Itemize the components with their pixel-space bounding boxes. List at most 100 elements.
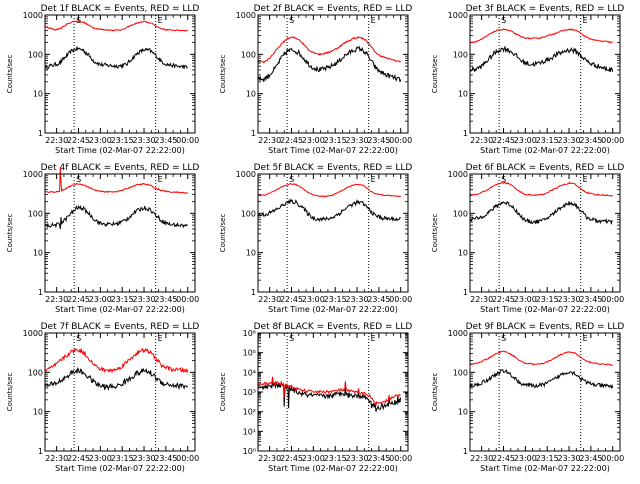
end-marker: E xyxy=(371,16,376,25)
x-tick-label: 23:45 xyxy=(579,295,602,304)
y-tick-label: 10 xyxy=(458,408,468,417)
x-tick-label: 22:30 xyxy=(258,295,281,304)
x-tick-label: 23:45 xyxy=(154,136,177,145)
y-tick-label: 100 xyxy=(453,368,468,377)
end-marker: E xyxy=(158,16,163,25)
plot-frame xyxy=(469,332,621,452)
detector-panel-1: Det 1f BLACK = Events, RED = LLD 1 10 100 10… xyxy=(6,4,199,155)
y-tick-label: 100 xyxy=(28,368,43,377)
x-tick-label: 23:30 xyxy=(132,136,155,145)
x-tick-label: 23:00 xyxy=(514,136,537,145)
x-tick-label: 23:15 xyxy=(111,136,134,145)
y-tick-label: 10⁴ xyxy=(243,368,256,377)
x-tick-label: 22:45 xyxy=(492,454,515,463)
start-marker: S xyxy=(76,16,81,25)
events-series-line xyxy=(469,201,613,226)
y-tick-label: 100 xyxy=(241,50,256,59)
y-tick-label: 1000 xyxy=(448,170,468,179)
events-series-line xyxy=(44,46,188,70)
x-tick-label: 23:00 xyxy=(302,454,325,463)
y-tick-label: 10 xyxy=(246,249,256,258)
plot-frame xyxy=(469,14,621,134)
x-tick-label: 00:00 xyxy=(389,295,412,304)
events-series-line xyxy=(44,366,189,391)
y-tick-label: 10 xyxy=(458,249,468,258)
x-tick-label: 22:30 xyxy=(470,136,493,145)
x-tick-label: 23:15 xyxy=(536,295,559,304)
x-tick-label: 23:00 xyxy=(514,295,537,304)
detector-panel-6: Det 6f BLACK = Events, RED = LLD 1 10 100 10… xyxy=(431,163,624,314)
plot-frame xyxy=(469,173,621,293)
x-tick-label: 23:00 xyxy=(514,454,537,463)
events-series-line xyxy=(469,369,614,390)
detector-panel-9: Det 9f BLACK = Events, RED = LLD 1 10 100 10… xyxy=(431,322,624,473)
plot-frame xyxy=(257,332,409,452)
x-axis-label: Start Time (02-Mar-07 22:22:00) xyxy=(480,146,610,155)
y-tick-label: 1000 xyxy=(23,11,43,20)
x-tick-label: 22:45 xyxy=(280,295,303,304)
y-tick-label: 1000 xyxy=(236,170,256,179)
plot-frame xyxy=(257,173,409,293)
y-tick-label: 1 xyxy=(38,129,43,138)
events-series-line xyxy=(257,378,402,412)
x-tick-label: 23:30 xyxy=(345,295,368,304)
x-tick-label: 23:30 xyxy=(345,454,368,463)
start-marker: S xyxy=(76,175,81,184)
x-tick-label: 00:00 xyxy=(601,136,624,145)
lld-series-line xyxy=(44,347,189,374)
panel-title: Det 3f BLACK = Events, RED = LLD xyxy=(466,4,625,14)
detector-panel-8: Det 8f BLACK = Events, RED = LLD 10⁰ 10¹ 10… xyxy=(219,322,412,473)
x-tick-label: 22:45 xyxy=(492,295,515,304)
y-tick-label: 10⁰ xyxy=(243,447,256,456)
events-series-line xyxy=(44,204,188,230)
plot-frame xyxy=(44,332,196,452)
start-marker: S xyxy=(76,334,81,343)
lld-series-line xyxy=(469,181,614,197)
x-tick-label: 22:45 xyxy=(280,136,303,145)
x-tick-label: 23:00 xyxy=(89,136,112,145)
detector-panel-7: Det 7f BLACK = Events, RED = LLD 1 10 100 10… xyxy=(6,322,199,473)
detector-panel-4: Det 4f BLACK = Events, RED = LLD 1 10 100 10… xyxy=(6,163,199,314)
y-tick-label: 100 xyxy=(28,209,43,218)
x-axis-label: Start Time (02-Mar-07 22:22:00) xyxy=(55,305,185,314)
lld-series-line xyxy=(44,20,188,32)
start-marker: S xyxy=(501,16,506,25)
x-tick-label: 23:00 xyxy=(89,454,112,463)
x-tick-label: 23:00 xyxy=(302,136,325,145)
y-axis-label: Counts/sec xyxy=(6,214,14,253)
x-axis-label: Start Time (02-Mar-07 22:22:00) xyxy=(55,464,185,473)
start-marker: S xyxy=(501,334,506,343)
detector-panel-2: Det 2f BLACK = Events, RED = LLD 1 10 100 10… xyxy=(219,4,412,155)
x-axis-label: Start Time (02-Mar-07 22:22:00) xyxy=(268,464,398,473)
detector-panel-5: Det 5f BLACK = Events, RED = LLD 1 10 100 10… xyxy=(219,163,412,314)
x-tick-label: 23:15 xyxy=(111,454,134,463)
x-tick-label: 22:30 xyxy=(45,454,68,463)
y-tick-label: 1000 xyxy=(23,329,43,338)
start-marker: S xyxy=(501,175,506,184)
end-marker: E xyxy=(371,175,376,184)
y-tick-label: 100 xyxy=(453,209,468,218)
x-tick-label: 23:15 xyxy=(111,295,134,304)
x-tick-label: 22:30 xyxy=(258,136,281,145)
lld-series-line xyxy=(44,167,189,194)
y-tick-label: 10² xyxy=(243,408,256,417)
x-tick-label: 22:45 xyxy=(280,454,303,463)
x-tick-label: 00:00 xyxy=(176,454,199,463)
x-tick-label: 23:30 xyxy=(557,454,580,463)
y-tick-label: 1 xyxy=(463,129,468,138)
y-axis-label: Counts/sec xyxy=(219,55,227,94)
x-tick-label: 22:30 xyxy=(470,295,493,304)
end-marker: E xyxy=(583,175,588,184)
plot-frame xyxy=(44,173,196,293)
end-marker: E xyxy=(371,334,376,343)
x-axis-label: Start Time (02-Mar-07 22:22:00) xyxy=(268,146,398,155)
y-tick-label: 1 xyxy=(463,288,468,297)
x-tick-label: 22:45 xyxy=(67,136,90,145)
y-tick-label: 1 xyxy=(38,447,43,456)
y-tick-label: 1000 xyxy=(448,329,468,338)
end-marker: E xyxy=(583,334,588,343)
y-tick-label: 1 xyxy=(38,288,43,297)
x-tick-label: 00:00 xyxy=(601,454,624,463)
